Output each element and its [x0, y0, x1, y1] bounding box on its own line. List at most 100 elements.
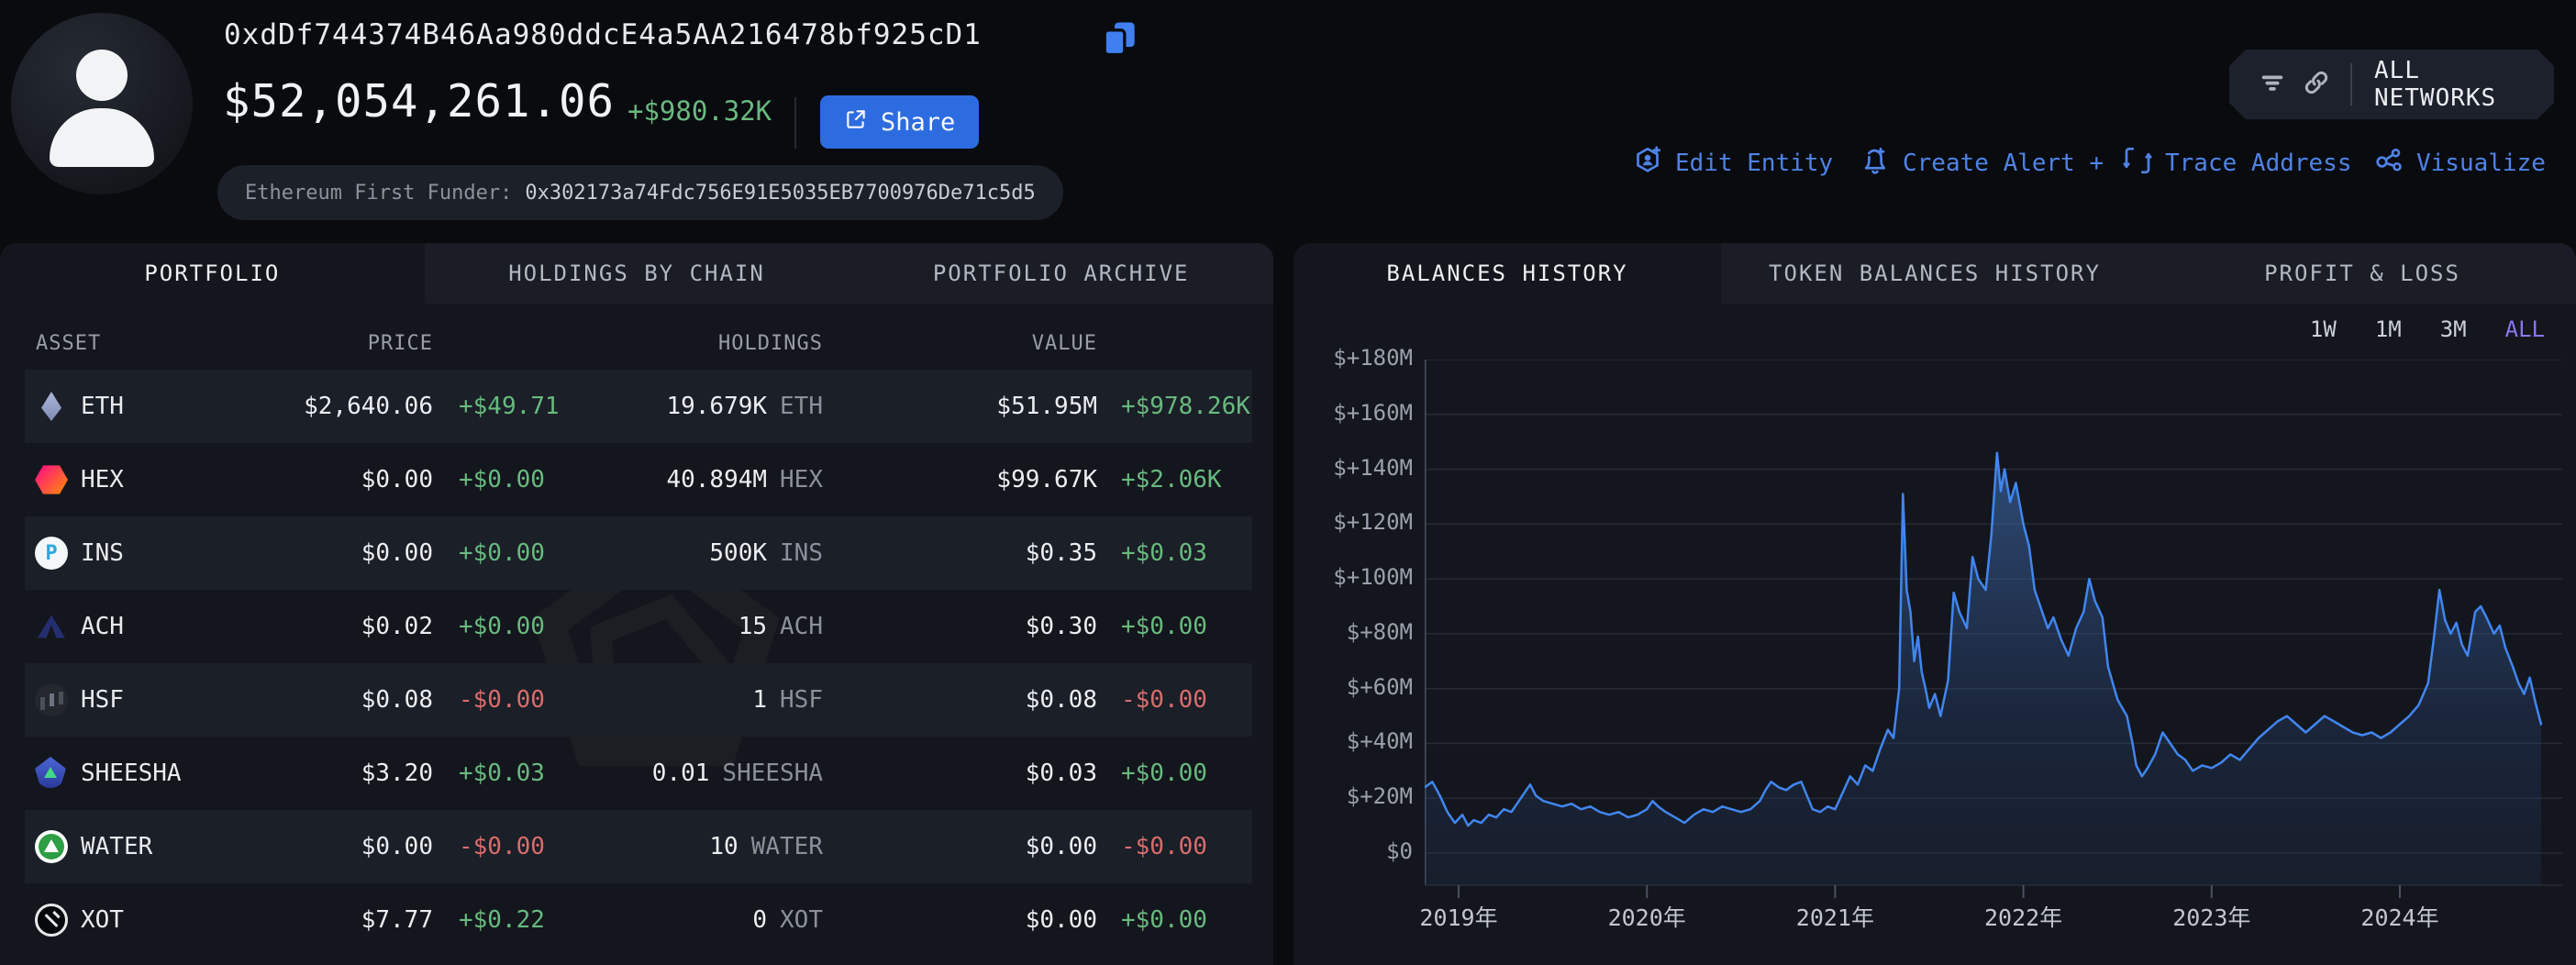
asset-price: $0.00 — [361, 539, 433, 567]
network-selector[interactable]: ALL NETWORKS — [2229, 50, 2554, 119]
action-label: Create Alert + — [1903, 150, 2104, 177]
portfolio-tab-holdings-by-chain[interactable]: HOLDINGS BY CHAIN — [424, 243, 849, 304]
table-row-hsf[interactable]: HSF $0.08 -$0.00 1 HSF $0.08 -$0.00 — [0, 663, 1273, 737]
table-row-water[interactable]: WATER $0.00 -$0.00 10 WATER $0.00 -$0.00 — [0, 810, 1273, 883]
action-create-alert[interactable]: Create Alert + — [1859, 143, 2104, 183]
balances-panel: BALANCES HISTORY TOKEN BALANCES HISTORY PR… — [1294, 243, 2576, 965]
balances-history-chart[interactable] — [1425, 360, 2562, 901]
asset-holdings: 0 XOT — [752, 906, 823, 934]
table-row-ach[interactable]: ACH $0.02 +$0.00 15 ACH $0.30 +$0.00 — [0, 590, 1273, 663]
y-axis-label: $+60M — [1346, 673, 1413, 700]
range-1w[interactable]: 1W — [2309, 316, 2337, 342]
asset-holdings: 0.01 SHEESHA — [651, 760, 823, 787]
asset-price-change: +$0.22 — [459, 906, 545, 934]
asset-holdings: 15 ACH — [738, 613, 823, 640]
column-holdings: HOLDINGS — [718, 332, 823, 355]
portfolio-tab-portfolio[interactable]: PORTFOLIO — [144, 261, 281, 286]
y-axis-label: $0 — [1386, 838, 1413, 864]
asset-price: $0.00 — [361, 833, 433, 860]
create-alert-icon — [1859, 144, 1892, 183]
y-axis-label: $+120M — [1333, 509, 1413, 536]
balances-tab-token-balances-history[interactable]: TOKEN BALANCES HISTORY — [1721, 243, 2149, 304]
range-all[interactable]: ALL — [2504, 316, 2545, 342]
pill-divider — [2350, 63, 2352, 105]
share-label: Share — [881, 107, 956, 137]
asset-value-change: +$0.03 — [1121, 539, 1207, 567]
balances-tabbar: BALANCES HISTORY TOKEN BALANCES HISTORY PR… — [1294, 243, 2576, 304]
funder-label: Ethereum First Funder: — [245, 181, 513, 205]
x-axis-label: 2020年 — [1607, 904, 1686, 931]
copy-address-icon[interactable] — [1101, 20, 1138, 57]
x-axis-label: 2024年 — [2360, 904, 2439, 931]
asset-price-change: -$0.00 — [459, 833, 545, 860]
column-asset: ASSET — [36, 332, 102, 355]
asset-holdings: 1 HSF — [752, 686, 823, 714]
asset-value: $0.08 — [1025, 686, 1097, 714]
asset-price-change: +$0.00 — [459, 613, 545, 640]
ins-token-icon — [35, 537, 68, 570]
range-3m[interactable]: 3M — [2439, 316, 2467, 342]
table-header: ASSET PRICE HOLDINGS VALUE — [0, 304, 1273, 370]
asset-symbol: ETH — [81, 393, 124, 420]
asset-holdings: 19.679K ETH — [666, 393, 823, 420]
asset-price-change: +$0.00 — [459, 466, 545, 494]
asset-symbol: HEX — [81, 466, 124, 494]
edit-entity-icon — [1631, 144, 1664, 183]
water-token-icon — [35, 830, 68, 863]
filter-icon[interactable] — [2259, 69, 2286, 100]
hsf-token-icon — [35, 683, 68, 716]
asset-symbol: XOT — [81, 906, 124, 934]
asset-price: $7.77 — [361, 906, 433, 934]
balances-tab-profit-loss[interactable]: PROFIT & LOSS — [2149, 243, 2576, 304]
asset-value-change: +$0.00 — [1121, 760, 1207, 787]
asset-symbol: ACH — [81, 613, 124, 640]
table-row-hex[interactable]: HEX $0.00 +$0.00 40.894M HEX $99.67K +$2.06K — [0, 443, 1273, 516]
asset-value-change: +$2.06K — [1121, 466, 1222, 494]
asset-price: $0.08 — [361, 686, 433, 714]
first-funder-pill[interactable]: Ethereum First Funder: 0x302173a74Fdc756… — [217, 165, 1063, 220]
xot-token-icon — [35, 904, 68, 937]
action-label: Visualize — [2416, 150, 2546, 177]
visualize-icon — [2372, 144, 2405, 183]
action-label: Trace Address — [2165, 150, 2352, 177]
eth-token-icon — [35, 390, 68, 423]
asset-value-change: -$0.00 — [1121, 833, 1207, 860]
action-trace-address[interactable]: Trace Address — [2121, 143, 2352, 183]
asset-price: $0.00 — [361, 466, 433, 494]
asset-holdings: 40.894M HEX — [666, 466, 823, 494]
asset-holdings: 10 WATER — [709, 833, 823, 860]
table-row-sheesha[interactable]: SHEESHA $3.20 +$0.03 0.01 SHEESHA $0.03 +$0.00 — [0, 737, 1273, 810]
y-axis-label: $+140M — [1333, 454, 1413, 481]
ach-token-icon — [35, 610, 68, 643]
range-1m[interactable]: 1M — [2374, 316, 2402, 342]
share-button[interactable]: Share — [820, 95, 980, 149]
portfolio-panel: PORTFOLIO HOLDINGS BY CHAIN PORTFOLIO ARCH… — [0, 243, 1273, 965]
wallet-address: 0xdDf744374B46Aa980ddcE4a5AA216478bf925c… — [224, 18, 982, 51]
asset-price-change: +$0.00 — [459, 539, 545, 567]
y-axis-label: $+80M — [1346, 618, 1413, 645]
link-icon[interactable] — [2303, 69, 2330, 100]
asset-value: $0.00 — [1025, 906, 1097, 934]
avatar-person-icon — [76, 50, 128, 101]
asset-holdings: 500K INS — [709, 539, 823, 567]
action-edit-entity[interactable]: Edit Entity — [1631, 143, 1833, 183]
asset-value: $0.35 — [1025, 539, 1097, 567]
portfolio-tab-portfolio-archive[interactable]: PORTFOLIO ARCHIVE — [849, 243, 1273, 304]
hex-token-icon — [35, 465, 68, 494]
balances-tab-balances-history[interactable]: BALANCES HISTORY — [1386, 261, 1628, 286]
action-visualize[interactable]: Visualize — [2372, 143, 2546, 183]
asset-symbol: SHEESHA — [81, 760, 182, 787]
asset-value: $0.03 — [1025, 760, 1097, 787]
asset-symbol: WATER — [81, 833, 153, 860]
asset-value-change: +$0.00 — [1121, 613, 1207, 640]
funder-address: 0x302173a74Fdc756E91E5035EB7700976De71c5… — [525, 181, 1036, 205]
y-axis-label: $+180M — [1333, 345, 1413, 371]
asset-price-change: +$49.71 — [459, 393, 560, 420]
asset-price: $0.02 — [361, 613, 433, 640]
table-row-eth[interactable]: ETH $2,640.06 +$49.71 19.679K ETH $51.95M +$97… — [0, 370, 1273, 443]
table-row-xot[interactable]: XOT $7.77 +$0.22 0 XOT $0.00 +$0.00 — [0, 883, 1273, 957]
x-axis-label: 2021年 — [1795, 904, 1874, 931]
network-selector-label: ALL NETWORKS — [2373, 57, 2497, 112]
